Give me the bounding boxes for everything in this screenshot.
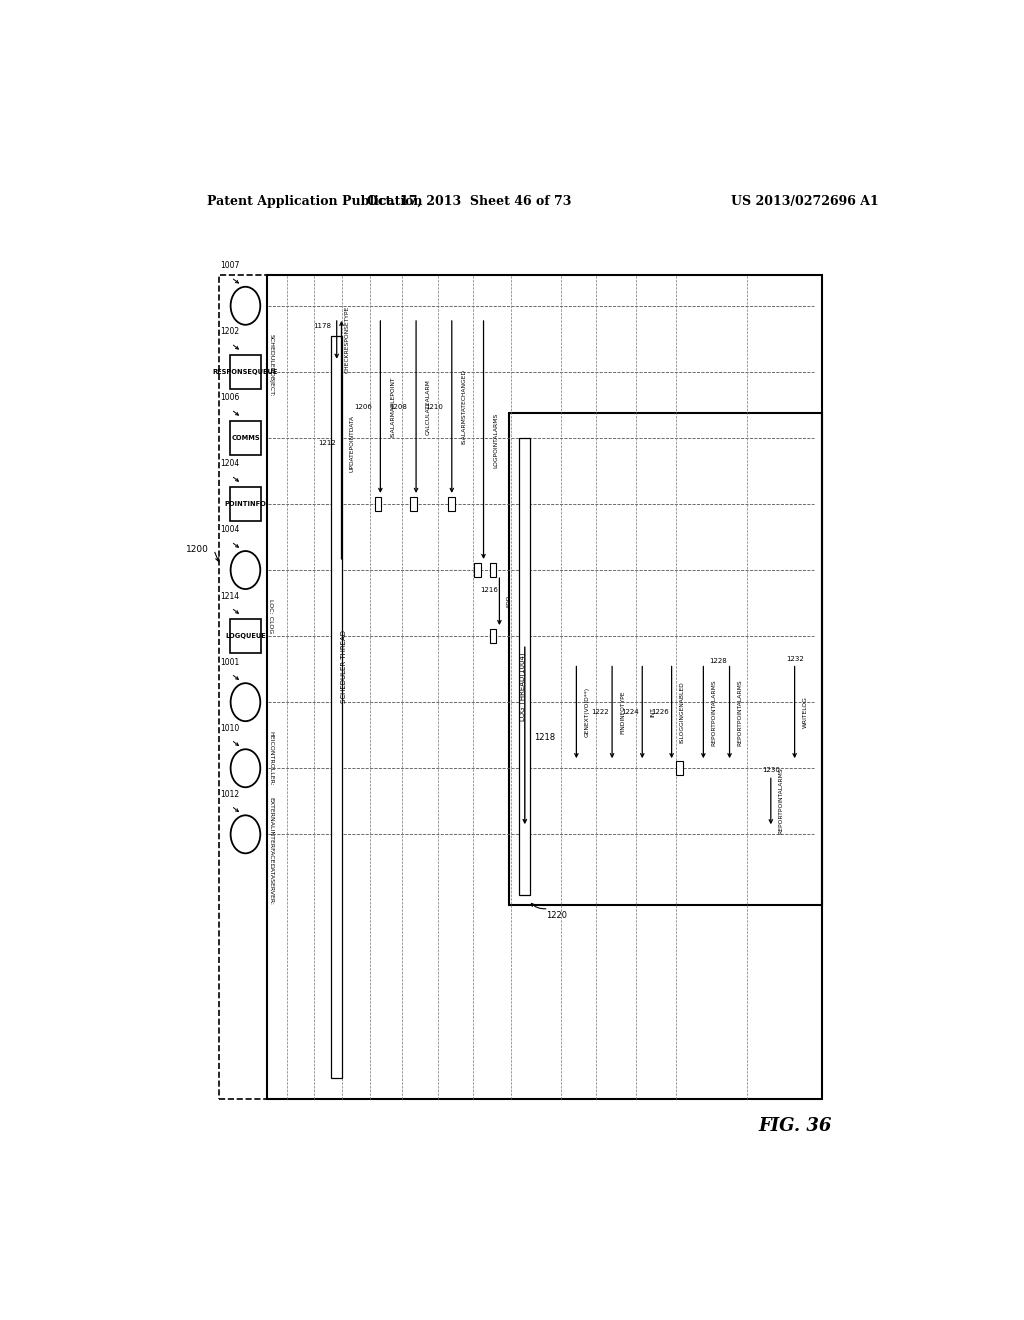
Text: LOGQUEUE: LOGQUEUE: [225, 634, 266, 639]
Text: US 2013/0272696 A1: US 2013/0272696 A1: [731, 194, 879, 207]
Bar: [219, 276, 822, 1098]
Text: 1228: 1228: [709, 657, 726, 664]
Text: 1010: 1010: [220, 723, 239, 733]
Text: 1006: 1006: [220, 393, 239, 403]
Bar: [489, 630, 497, 643]
Text: 1214: 1214: [220, 591, 239, 601]
Text: COMMS: COMMS: [231, 434, 260, 441]
Text: 1224: 1224: [622, 709, 639, 715]
Bar: [411, 496, 417, 511]
Text: 1212: 1212: [318, 440, 336, 446]
Text: UPDATEPOINTDATA: UPDATEPOINTDATA: [349, 414, 354, 471]
Text: ISALARMSTATECHANGED: ISALARMSTATECHANGED: [461, 370, 466, 445]
Bar: [375, 496, 381, 511]
Bar: [519, 438, 530, 895]
Text: 1226: 1226: [651, 709, 669, 715]
Text: RESPONSEQUEUE: RESPONSEQUEUE: [213, 368, 279, 375]
Bar: [489, 562, 497, 577]
Text: LOGPOINTALARMS: LOGPOINTALARMS: [494, 412, 498, 467]
Bar: [676, 762, 683, 775]
Text: 1178: 1178: [313, 323, 332, 329]
Text: FINDINFOTYPE: FINDINFOTYPE: [620, 690, 625, 734]
Bar: [230, 355, 260, 388]
Text: 1007: 1007: [220, 261, 239, 271]
Text: CHECKRESPONSETYPE: CHECKRESPONSETYPE: [345, 306, 349, 374]
Bar: [230, 487, 260, 521]
Text: HEICONTROLLER:: HEICONTROLLER:: [268, 731, 273, 785]
Text: EXTERNALINTERFACE:: EXTERNALINTERFACE:: [268, 797, 273, 866]
Text: ISALARMABLEPOINT: ISALARMABLEPOINT: [390, 376, 395, 437]
Text: SCHEDULEROBJECT:: SCHEDULEROBJECT:: [268, 334, 273, 397]
Text: WRITELOG: WRITELOG: [803, 697, 808, 729]
Text: ISLOGGINGENABLED: ISLOGGINGENABLED: [680, 681, 685, 743]
Text: LOC: CLOG: LOC: CLOG: [268, 598, 273, 632]
Text: 1210: 1210: [425, 404, 443, 411]
Text: 1230: 1230: [762, 767, 779, 774]
Text: Oct. 17, 2013  Sheet 46 of 73: Oct. 17, 2013 Sheet 46 of 73: [367, 194, 571, 207]
Bar: [230, 619, 260, 653]
Text: ADD: ADD: [507, 595, 512, 609]
Text: 1200: 1200: [186, 545, 209, 554]
Bar: [449, 496, 455, 511]
Text: SCHEDULER THREAD: SCHEDULER THREAD: [341, 630, 347, 704]
Text: GENEXT(VOID**): GENEXT(VOID**): [585, 688, 590, 738]
Text: REPORTPOINTALARMS: REPORTPOINTALARMS: [712, 678, 717, 746]
Text: INT: INT: [650, 708, 655, 717]
Bar: [509, 413, 822, 906]
Text: LOG THREAD(1004): LOG THREAD(1004): [519, 652, 525, 721]
Text: POINTINFO: POINTINFO: [224, 502, 266, 507]
Text: CALCULATEALARM: CALCULATEALARM: [426, 379, 431, 434]
Text: FIG. 36: FIG. 36: [758, 1117, 831, 1135]
Text: 1208: 1208: [390, 404, 408, 411]
Bar: [267, 276, 822, 1098]
Text: REPORTPOINTALARMS: REPORTPOINTALARMS: [779, 767, 783, 834]
Text: 1202: 1202: [220, 327, 239, 337]
Text: 1204: 1204: [220, 459, 239, 469]
Bar: [474, 562, 480, 577]
Text: REPORTPOINTALARMS: REPORTPOINTALARMS: [737, 678, 742, 746]
Text: 1232: 1232: [785, 656, 804, 661]
Bar: [230, 421, 260, 454]
Text: 1216: 1216: [480, 587, 498, 594]
Bar: [331, 337, 342, 1078]
Text: 1220: 1220: [546, 911, 567, 920]
Text: 1012: 1012: [220, 789, 239, 799]
Text: 1001: 1001: [220, 657, 239, 667]
Text: 1206: 1206: [354, 404, 372, 411]
Text: DATASERVER:: DATASERVER:: [268, 863, 273, 904]
Text: 1222: 1222: [592, 709, 609, 715]
Text: 1004: 1004: [220, 525, 239, 535]
Text: 1218: 1218: [535, 733, 555, 742]
Text: Patent Application Publication: Patent Application Publication: [207, 194, 423, 207]
